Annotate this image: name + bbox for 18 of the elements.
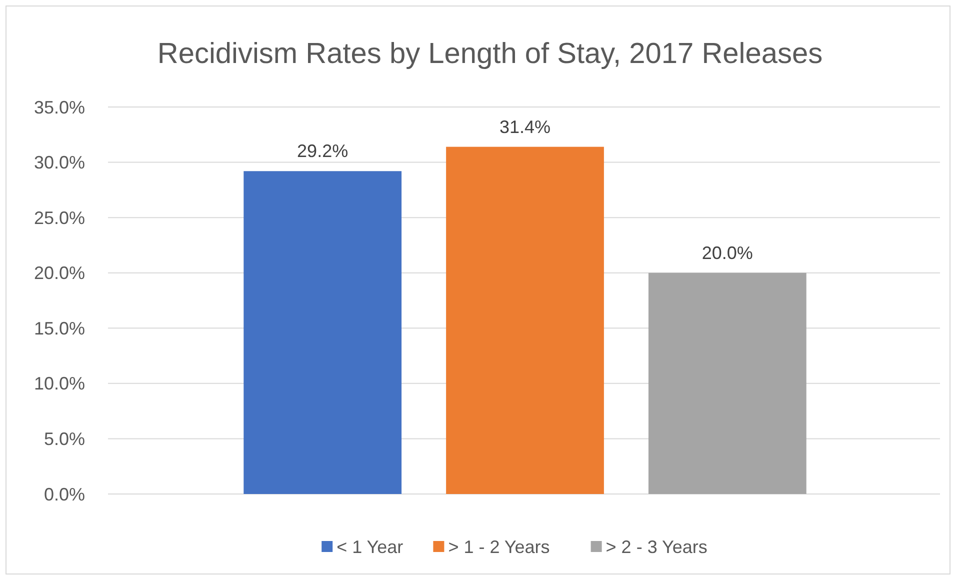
chart-title: Recidivism Rates by Length of Stay, 2017 Releases [157,38,823,70]
y-tick-label: 35.0% [34,97,85,118]
y-tick-label: 5.0% [44,429,85,450]
y-tick-label: 25.0% [34,208,85,228]
legend-label: > 2 - 3 Years [606,536,708,557]
bar [244,171,402,494]
y-tick-label: 15.0% [34,318,85,338]
text: 29.2% [297,141,348,162]
bar [648,272,806,494]
text: 31.4% [499,116,551,137]
text: 20.0% [702,242,753,263]
y-tick-label: 0.0% [44,484,85,504]
bar [446,146,604,494]
y-tick-label: 10.0% [34,374,85,394]
y-tick-label: 20.0% [34,263,85,284]
legend-label: < 1 Year [336,536,404,557]
legend-label: > 1 - 2 Years [448,536,550,557]
y-tick-label: 30.0% [34,152,85,173]
